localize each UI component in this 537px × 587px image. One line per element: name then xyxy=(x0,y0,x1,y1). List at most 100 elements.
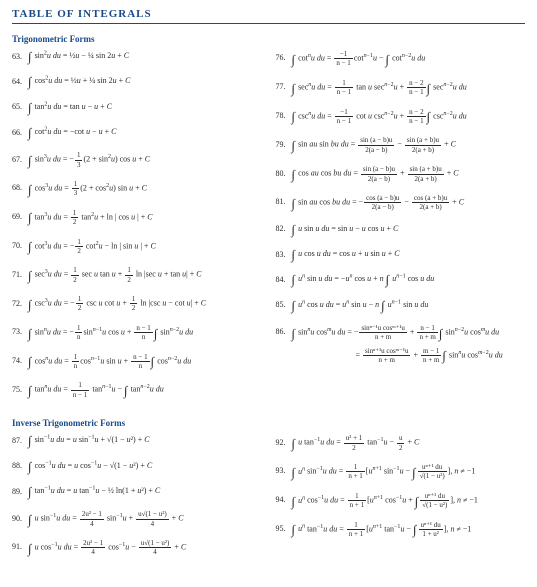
entry-num: 87. xyxy=(12,437,28,446)
entry-num: 91. xyxy=(12,543,28,552)
entry-formula: ∫ sinnu cosmu du = −sinⁿ⁻¹u cosᵐ⁺¹un + m… xyxy=(292,324,526,342)
integral-95: 95.∫ un tan−1u du = 1n + 1[un+1 tan−1u −… xyxy=(276,521,526,539)
entry-formula: ∫ cot2u du = −cot u − u + C xyxy=(28,126,262,140)
entry-num: 93. xyxy=(276,467,292,476)
integral-83: 83.∫ u cos u du = cos u + u sin u + C xyxy=(276,248,526,262)
integral-72: 72.∫ csc3u du = −12 csc u cot u + 12 ln … xyxy=(12,295,262,313)
entry-num: 83. xyxy=(276,251,292,260)
integral-89: 89.∫ tan−1u du = u tan−1u − ½ ln(1 + u²)… xyxy=(12,485,262,499)
entry-num: 79. xyxy=(276,141,292,150)
entry-formula: ∫ u tan−1u du = u² + 12 tan−1u − u2 + C xyxy=(292,434,526,452)
entry-formula: ∫ tan−1u du = u tan−1u − ½ ln(1 + u²) + … xyxy=(28,485,262,499)
integral-80: 80.∫ cos au cos bu du = sin (a − b)u2(a … xyxy=(276,165,526,183)
entry-num: 84. xyxy=(276,276,292,285)
entry-formula: ∫ cos au cos bu du = sin (a − b)u2(a − b… xyxy=(292,165,526,183)
entry-formula: = sinⁿ⁺¹u cosᵐ⁻¹un + m + m − 1n + m∫ sin… xyxy=(356,347,526,365)
entry-formula: ∫ cscnu du = −1n − 1 cot u cscn−2u + n −… xyxy=(292,108,526,126)
integral-65: 65.∫ tan2u du = tan u − u + C xyxy=(12,101,262,115)
entry-num: 73. xyxy=(12,328,28,337)
entry-formula: ∫ csc3u du = −12 csc u cot u + 12 ln |cs… xyxy=(28,295,262,313)
entry-formula: ∫ un tan−1u du = 1n + 1[un+1 tan−1u − ∫u… xyxy=(292,521,526,539)
entry-num: 92. xyxy=(276,439,292,448)
entry-formula: ∫ un cos−1u du = 1n + 1[un+1 cos−1u + ∫u… xyxy=(292,492,526,510)
entry-formula: ∫ sin2u du = ½u − ¼ sin 2u + C xyxy=(28,50,262,64)
entry-num: 70. xyxy=(12,242,28,251)
integral-71: 71.∫ sec3u du = 12 sec u tan u + 12 ln |… xyxy=(12,266,262,284)
entry-num: 90. xyxy=(12,515,28,524)
entry-formula: ∫ cotnu du = −1n − 1cotn−1u − ∫ cotn−2u … xyxy=(292,50,526,68)
entry-formula: ∫ un sin−1u du = 1n + 1[un+1 sin−1u − ∫u… xyxy=(292,463,526,481)
entry-num: 63. xyxy=(12,53,28,62)
integral-63: 63.∫ sin2u du = ½u − ¼ sin 2u + C xyxy=(12,50,262,64)
entry-formula: ∫ cos−1u du = u cos−1u − √(1 − u²) + C xyxy=(28,460,262,474)
entry-formula: ∫ cosnu du = 1ncosn−1u sin u + n − 1n∫ c… xyxy=(28,353,262,371)
entry-formula: ∫ tan2u du = tan u − u + C xyxy=(28,101,262,115)
integral-68: 68.∫ cos3u du = 13(2 + cos2u) sin u + C xyxy=(12,180,262,198)
integral-90: 90.∫ u sin−1u du = 2u² − 14 sin−1u + u√(… xyxy=(12,510,262,528)
trig-col-left: 63.∫ sin2u du = ½u − ¼ sin 2u + C 64.∫ c… xyxy=(12,50,262,410)
entry-num: 65. xyxy=(12,103,28,112)
integral-81: 81.∫ sin au cos bu du = −cos (a − b)u2(a… xyxy=(276,194,526,212)
entry-num: 89. xyxy=(12,488,28,497)
section-title-trig: Trigonometric Forms xyxy=(12,34,525,44)
integral-94: 94.∫ un cos−1u du = 1n + 1[un+1 cos−1u +… xyxy=(276,492,526,510)
integral-92: 92.∫ u tan−1u du = u² + 12 tan−1u − u2 +… xyxy=(276,434,526,452)
integral-64: 64.∫ cos2u du = ½u + ¼ sin 2u + C xyxy=(12,75,262,89)
integral-75: 75.∫ tannu du = 1n − 1 tann−1u − ∫ tann−… xyxy=(12,381,262,399)
section-title-inv: Inverse Trigonometric Forms xyxy=(12,418,525,428)
entry-formula: ∫ tan3u du = 12 tan2u + ln | cos u | + C xyxy=(28,209,262,227)
entry-num: 94. xyxy=(276,496,292,505)
entry-formula: ∫ sin au cos bu du = −cos (a − b)u2(a − … xyxy=(292,194,526,212)
integral-78: 78.∫ cscnu du = −1n − 1 cot u cscn−2u + … xyxy=(276,108,526,126)
integral-79: 79.∫ sin au sin bu du = sin (a − b)u2(a … xyxy=(276,136,526,154)
entry-formula: ∫ sec3u du = 12 sec u tan u + 12 ln |sec… xyxy=(28,266,262,284)
integral-91: 91.∫ u cos−1u du = 2u² − 14 cos−1u − u√(… xyxy=(12,539,262,557)
entry-num: 80. xyxy=(276,170,292,179)
trig-columns: 63.∫ sin2u du = ½u − ¼ sin 2u + C 64.∫ c… xyxy=(12,50,525,410)
entry-num: 64. xyxy=(12,78,28,87)
entry-num: 78. xyxy=(276,112,292,121)
inv-col-left: 87.∫ sin−1u du = u sin−1u + √(1 − u²) + … xyxy=(12,434,262,567)
entry-formula: ∫ tannu du = 1n − 1 tann−1u − ∫ tann−2u … xyxy=(28,381,262,399)
entry-formula: ∫ u cos u du = cos u + u sin u + C xyxy=(292,248,526,262)
entry-formula: ∫ sin3u du = −13(2 + sin2u) cos u + C xyxy=(28,151,262,169)
entry-formula: ∫ un sin u du = −un cos u + n ∫ un−1 cos… xyxy=(292,273,526,287)
entry-formula: ∫ sin−1u du = u sin−1u + √(1 − u²) + C xyxy=(28,434,262,448)
integral-77: 77.∫ secnu du = 1n − 1 tan u secn−2u + n… xyxy=(276,79,526,97)
entry-num: 77. xyxy=(276,83,292,92)
entry-formula: ∫ secnu du = 1n − 1 tan u secn−2u + n − … xyxy=(292,79,526,97)
integral-76: 76.∫ cotnu du = −1n − 1cotn−1u − ∫ cotn−… xyxy=(276,50,526,68)
inv-columns: 87.∫ sin−1u du = u sin−1u + √(1 − u²) + … xyxy=(12,434,525,567)
integral-70: 70.∫ cot3u du = −12 cot2u − ln | sin u |… xyxy=(12,238,262,256)
integral-84: 84.∫ un sin u du = −un cos u + n ∫ un−1 … xyxy=(276,273,526,287)
entry-num: 72. xyxy=(12,300,28,309)
integral-87: 87.∫ sin−1u du = u sin−1u + √(1 − u²) + … xyxy=(12,434,262,448)
integral-67: 67.∫ sin3u du = −13(2 + sin2u) cos u + C xyxy=(12,151,262,169)
integral-86: 86.∫ sinnu cosmu du = −sinⁿ⁻¹u cosᵐ⁺¹un … xyxy=(276,324,526,342)
entry-formula: ∫ sinnu du = −1nsinn−1u cos u + n − 1n∫ … xyxy=(28,324,262,342)
entry-num: 88. xyxy=(12,462,28,471)
entry-formula: ∫ cot3u du = −12 cot2u − ln | sin u | + … xyxy=(28,238,262,256)
entry-formula: ∫ u sin−1u du = 2u² − 14 sin−1u + u√(1 −… xyxy=(28,510,262,528)
entry-num: 85. xyxy=(276,301,292,310)
entry-num: 82. xyxy=(276,225,292,234)
integral-88: 88.∫ cos−1u du = u cos−1u − √(1 − u²) + … xyxy=(12,460,262,474)
entry-num: 68. xyxy=(12,184,28,193)
integral-86-cont: = sinⁿ⁺¹u cosᵐ⁻¹un + m + m − 1n + m∫ sin… xyxy=(356,347,526,365)
entry-num: 74. xyxy=(12,357,28,366)
integral-73: 73.∫ sinnu du = −1nsinn−1u cos u + n − 1… xyxy=(12,324,262,342)
integral-82: 82.∫ u sin u du = sin u − u cos u + C xyxy=(276,223,526,237)
entry-num: 67. xyxy=(12,156,28,165)
entry-formula: ∫ sin au sin bu du = sin (a − b)u2(a − b… xyxy=(292,136,526,154)
entry-formula: ∫ cos2u du = ½u + ¼ sin 2u + C xyxy=(28,75,262,89)
entry-formula: ∫ u sin u du = sin u − u cos u + C xyxy=(292,223,526,237)
entry-num: 86. xyxy=(276,328,292,337)
trig-col-right: 76.∫ cotnu du = −1n − 1cotn−1u − ∫ cotn−… xyxy=(276,50,526,410)
inv-col-right: 92.∫ u tan−1u du = u² + 12 tan−1u − u2 +… xyxy=(276,434,526,567)
entry-formula: ∫ cos3u du = 13(2 + cos2u) sin u + C xyxy=(28,180,262,198)
entry-num: 71. xyxy=(12,271,28,280)
integral-69: 69.∫ tan3u du = 12 tan2u + ln | cos u | … xyxy=(12,209,262,227)
entry-formula: ∫ u cos−1u du = 2u² − 14 cos−1u − u√(1 −… xyxy=(28,539,262,557)
entry-num: 76. xyxy=(276,54,292,63)
integral-74: 74.∫ cosnu du = 1ncosn−1u sin u + n − 1n… xyxy=(12,353,262,371)
